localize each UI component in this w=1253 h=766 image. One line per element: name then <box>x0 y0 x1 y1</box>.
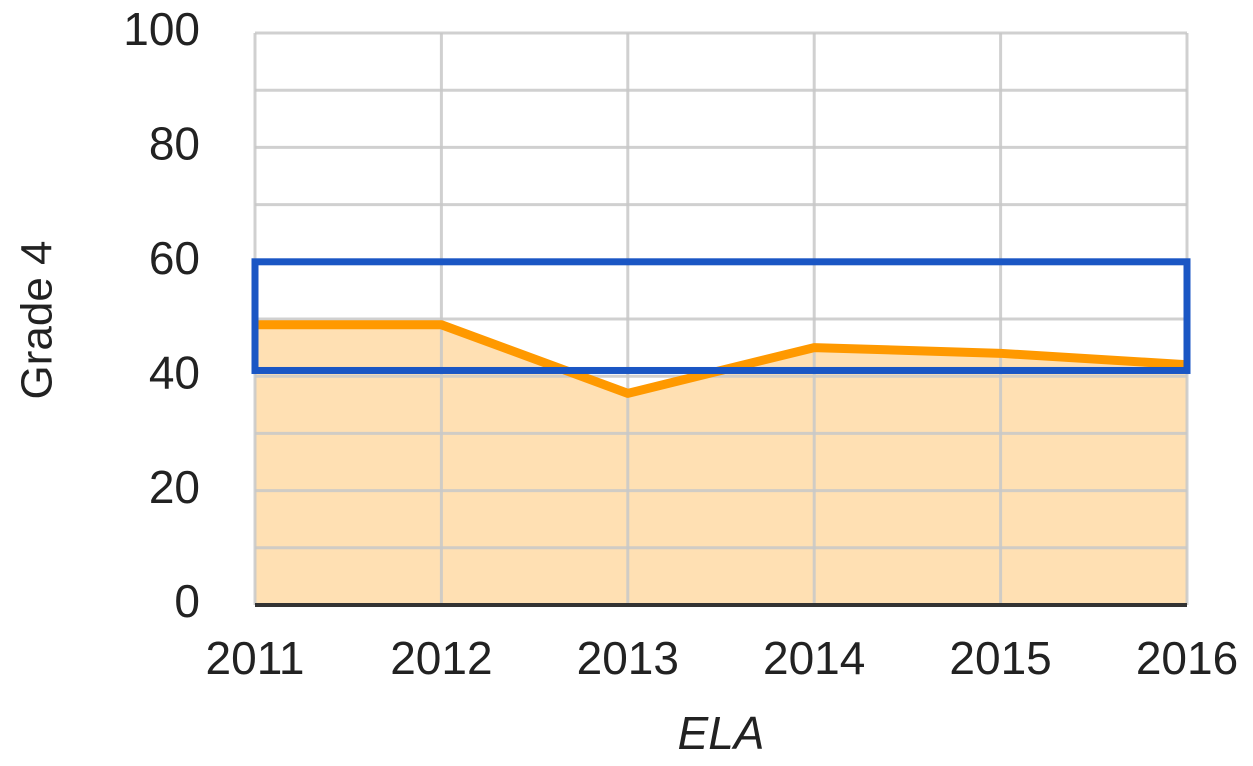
x-tick-label: 2016 <box>1136 632 1238 684</box>
y-tick-label: 40 <box>149 346 200 398</box>
y-axis-label: Grade 4 <box>13 241 62 400</box>
area-fill <box>255 324 1187 605</box>
x-axis-label: ELA <box>678 707 765 759</box>
x-tick-label: 2013 <box>577 632 679 684</box>
y-tick-label: 80 <box>149 118 200 170</box>
x-tick-label: 2015 <box>949 632 1051 684</box>
y-tick-label: 20 <box>149 461 200 513</box>
y-tick-label: 0 <box>174 575 200 627</box>
y-tick-label: 100 <box>123 3 200 55</box>
x-tick-label: 2014 <box>763 632 865 684</box>
x-tick-label: 2011 <box>206 632 305 684</box>
highlight-band <box>251 258 1191 374</box>
y-tick-label: 60 <box>149 232 200 284</box>
x-tick-label: 2012 <box>390 632 492 684</box>
